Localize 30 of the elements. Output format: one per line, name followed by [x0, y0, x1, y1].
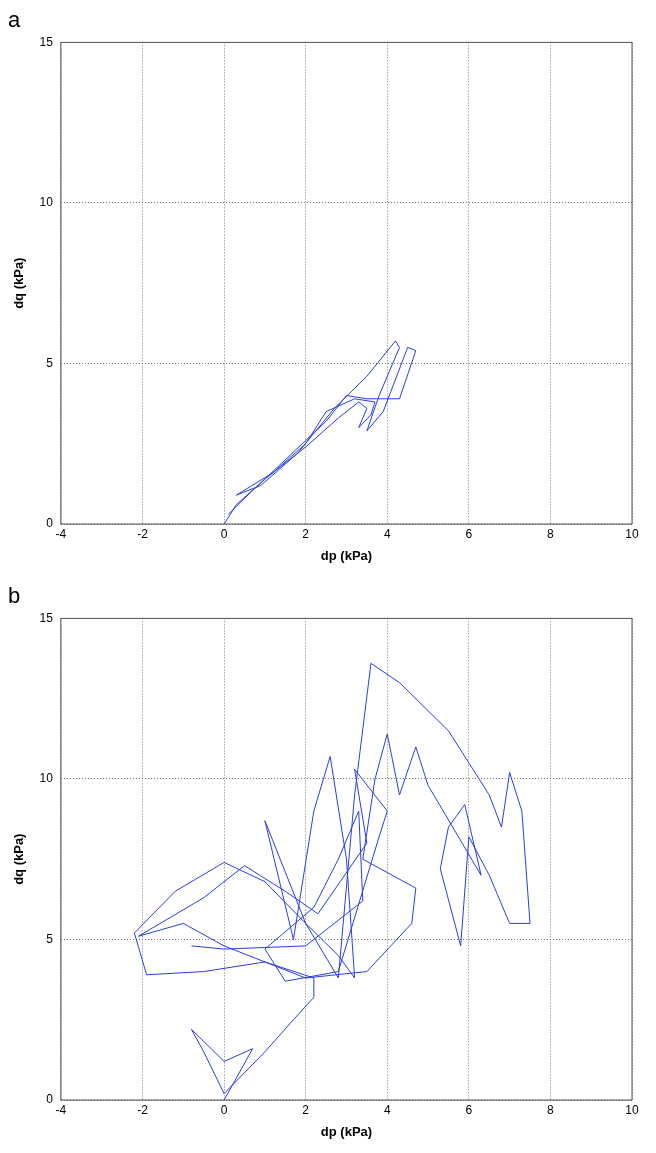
- x-axis-title: dp (kPa): [320, 1123, 373, 1139]
- x-tick-label: 6: [465, 526, 473, 541]
- x-tick-label: 0: [220, 526, 228, 541]
- x-tick-label: 2: [302, 1102, 310, 1117]
- chart-title: a: [8, 7, 21, 33]
- x-tick-label: -4: [55, 526, 67, 541]
- y-tick-label: 0: [46, 1092, 54, 1107]
- y-tick-label: 10: [39, 771, 54, 786]
- x-tick-label: 4: [383, 526, 391, 541]
- x-tick-label: -2: [137, 1102, 149, 1117]
- x-tick-label: 4: [383, 1102, 391, 1117]
- x-tick-label: 0: [220, 1102, 228, 1117]
- y-tick-label: 15: [39, 34, 54, 49]
- x-tick-label: -2: [137, 526, 149, 541]
- x-tick-label: 10: [625, 1102, 639, 1117]
- x-tick-label: 8: [547, 1102, 555, 1117]
- y-tick-label: 5: [46, 931, 54, 946]
- y-tick-label: 10: [39, 195, 54, 210]
- x-tick-label: 8: [547, 526, 555, 541]
- y-axis-title: dq (kPa): [11, 833, 27, 885]
- x-tick-label: 10: [625, 526, 639, 541]
- x-tick-label: 6: [465, 1102, 473, 1117]
- y-tick-label: 5: [46, 355, 54, 370]
- y-tick-label: 0: [46, 516, 54, 531]
- chart-title: b: [8, 583, 21, 609]
- y-axis-title: dq (kPa): [11, 257, 27, 309]
- y-tick-label: 15: [39, 610, 54, 625]
- x-axis-title: dp (kPa): [320, 547, 373, 563]
- x-tick-label: 2: [302, 526, 310, 541]
- x-tick-label: -4: [55, 1102, 67, 1117]
